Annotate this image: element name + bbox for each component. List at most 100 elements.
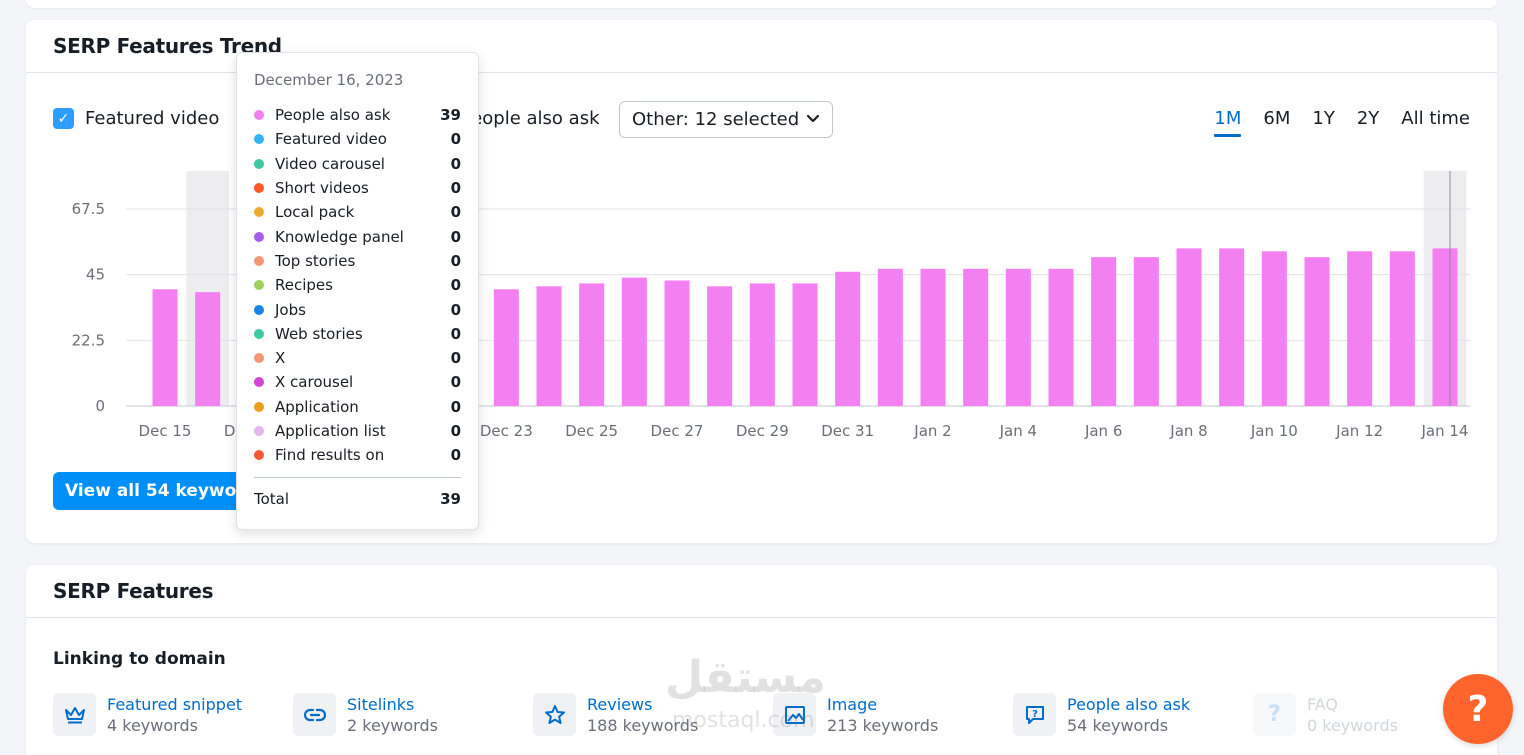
featured-video-checkbox[interactable]: ✓ Featured video [53,108,219,129]
tooltip-row-label: X carousel [275,373,354,392]
x-tick-label: Dec 23 [480,422,533,440]
divider [26,72,1497,73]
feature-name[interactable]: Reviews [587,695,653,714]
feature-faq: ? FAQ 0 keywords [1253,693,1493,737]
tooltip-row: Featured video 0 [254,127,461,151]
legend-dot [254,183,264,194]
y-tick-label: 0 [95,397,105,415]
dropdown-label: Other: 12 selected [632,109,800,130]
card-title: SERP Features [53,579,214,603]
feature-name[interactable]: People also ask [1067,695,1191,714]
x-tick-label: Dec 27 [651,422,704,440]
y-tick-label: 67.5 [72,200,105,218]
crown-icon [53,693,96,736]
legend-dot [254,134,264,145]
tooltip-row-value: 0 [450,130,461,149]
x-tick-label: Jan 6 [1084,422,1122,440]
tooltip-rows: People also ask 39 Featured video 0 Video ca… [254,103,461,467]
question-bubble-icon: ? [1013,693,1056,736]
tooltip-row-value: 0 [450,349,461,368]
bar [152,289,178,406]
tooltip-row: Short videos 0 [254,176,461,200]
tab-1y[interactable]: 1Y [1312,108,1335,129]
tooltip-row-value: 39 [440,106,461,125]
tooltip-row-label: Knowledge panel [275,227,404,246]
legend-dot [254,304,264,315]
tab-2y[interactable]: 2Y [1356,108,1380,129]
tooltip-row: People also ask 39 [254,103,461,127]
feature-name[interactable]: Image [827,695,878,714]
svg-text:?: ? [1032,709,1038,720]
feature-image[interactable]: Image 213 keywords [773,693,1013,737]
bar [579,283,605,406]
view-all-keywords-button[interactable]: View all 54 keywords [53,472,253,510]
tab-all-time[interactable]: All time [1401,108,1470,129]
tooltip-row-value: 0 [450,324,461,343]
star-icon [533,693,576,736]
tooltip-row: Top stories 0 [254,249,461,273]
serp-features-card: SERP Features Linking to domain Featured… [26,565,1497,755]
help-button[interactable]: ? [1443,674,1513,744]
tooltip-row-label: Top stories [275,251,356,270]
tab-1m[interactable]: 1M [1214,108,1241,137]
people-also-ask-label[interactable]: People also ask [461,108,600,129]
bar [963,268,989,406]
tooltip-row-label: X [275,349,286,368]
feature-count: 188 keywords [587,716,699,735]
bar [1005,268,1031,406]
tooltip-row: Local pack 0 [254,200,461,224]
tooltip-row-value: 0 [450,154,461,173]
link-icon [293,693,336,736]
x-tick-label: Jan 4 [999,422,1037,440]
legend-dot [254,158,264,169]
tab-6m[interactable]: 6M [1263,108,1291,129]
bar [1176,248,1202,406]
bar [536,286,562,406]
bar [707,286,733,406]
tooltip-row: X carousel 0 [254,370,461,394]
feature-people-also-ask[interactable]: ? People also ask 54 keywords [1013,693,1253,737]
tooltip-total: Total 39 [254,490,461,508]
image-icon [773,693,816,736]
feature-count: 0 keywords [1307,716,1398,735]
legend-dot [254,280,264,291]
bar [1048,268,1074,406]
bar [1219,248,1245,406]
tooltip-row-label: Short videos [275,179,369,198]
tooltip-row-value: 0 [450,446,461,465]
feature-name[interactable]: Sitelinks [347,695,415,714]
legend-dot [254,353,264,364]
tooltip-row-value: 0 [450,179,461,198]
legend-dot [254,207,264,218]
checkmark-icon[interactable]: ✓ [53,108,74,129]
feature-featured-snippet[interactable]: Featured snippet 4 keywords [53,693,293,737]
tooltip-row: Jobs 0 [254,297,461,321]
tooltip-row: Web stories 0 [254,322,461,346]
bar [1133,257,1159,406]
chart-tooltip: December 16, 2023 People also ask 39 Featu… [236,52,479,530]
legend-dot [254,110,264,121]
feature-sitelinks[interactable]: Sitelinks 2 keywords [293,693,533,737]
tooltip-row-label: Featured video [275,130,387,149]
bar [1389,251,1415,406]
tooltip-row-label: Web stories [275,324,363,343]
x-tick-label: Dec 15 [139,422,192,440]
bar [877,268,903,406]
bar [1432,248,1458,406]
feature-name[interactable]: Featured snippet [107,695,243,714]
tooltip-divider [254,477,461,479]
tooltip-row-label: Jobs [275,300,306,319]
tooltip-row-label: Find results on [275,446,385,465]
x-tick-label: Jan 10 [1250,422,1298,440]
feature-reviews[interactable]: Reviews 188 keywords [533,693,773,737]
feature-name: FAQ [1307,695,1338,714]
y-tick-label: 45 [86,266,105,284]
tooltip-row-value: 0 [450,227,461,246]
x-tick-label: Jan 8 [1169,422,1207,440]
bar [1261,251,1287,406]
tooltip-row: Video carousel 0 [254,152,461,176]
legend-dot [254,328,264,339]
other-features-dropdown[interactable]: Other: 12 selected [619,101,833,138]
tooltip-row-value: 0 [450,422,461,440]
